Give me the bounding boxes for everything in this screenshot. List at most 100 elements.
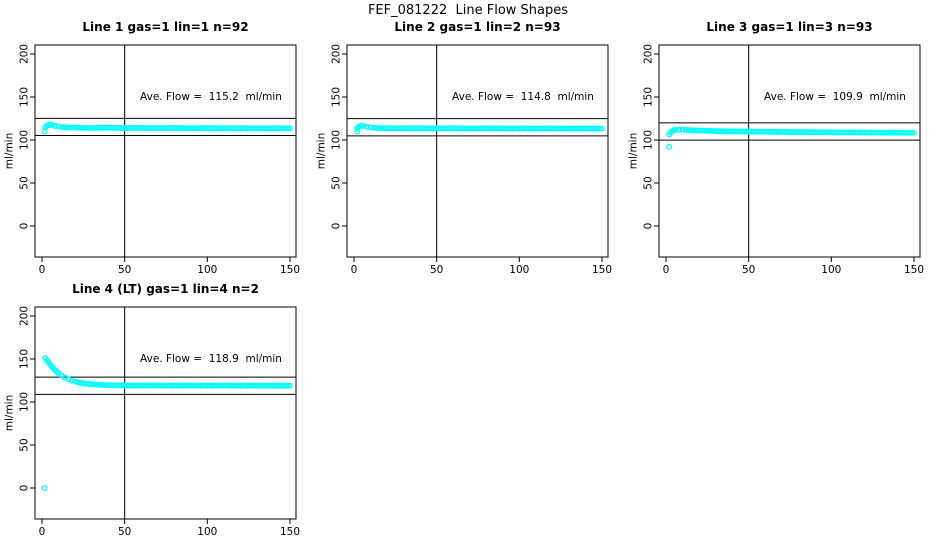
- trace-point: [77, 124, 84, 131]
- panel-title: Line 2 gas=1 lin=2 n=93: [394, 20, 560, 34]
- figure-title: FEF_081222 Line Flow Shapes: [367, 3, 569, 18]
- trace-point: [911, 129, 917, 136]
- trace-point: [52, 122, 59, 129]
- trace-point: [68, 377, 75, 384]
- trace-point: [701, 127, 708, 134]
- isolated-point: [41, 128, 48, 135]
- plot-box: [346, 44, 609, 258]
- trace-point: [360, 123, 367, 130]
- isolated-point: [41, 484, 48, 492]
- y-tick-label: 50: [643, 176, 655, 189]
- y-axis-title: ml/min: [628, 133, 640, 169]
- trace-point: [693, 127, 700, 134]
- trace-point: [698, 127, 705, 134]
- x-tick-label: 50: [118, 526, 131, 538]
- y-tick-label: 100: [331, 130, 343, 150]
- y-tick-label: 200: [19, 306, 31, 326]
- trace-point: [367, 124, 374, 131]
- y-tick-label: 150: [19, 349, 31, 369]
- trace-point: [72, 378, 79, 385]
- y-tick-label: 200: [331, 44, 343, 64]
- y-tick-label: 200: [19, 44, 31, 64]
- y-tick-label: 50: [19, 176, 31, 189]
- ave-flow-label: Ave. Flow = 109.9 ml/min: [764, 91, 906, 103]
- trace-point: [599, 125, 605, 132]
- trace-point: [99, 382, 106, 388]
- y-tick-label: 50: [331, 176, 343, 189]
- x-tick-label: 0: [39, 264, 46, 276]
- y-tick-label: 150: [19, 87, 31, 107]
- y-axis-title: ml/min: [316, 133, 328, 169]
- plot-box: [34, 306, 297, 520]
- y-tick-label: 150: [331, 87, 343, 107]
- x-tick-label: 150: [904, 264, 924, 276]
- trace-point: [672, 126, 679, 133]
- panel-title: Line 3 gas=1 lin=3 n=93: [706, 20, 872, 34]
- y-tick-label: 150: [643, 87, 655, 107]
- trace-point: [94, 381, 101, 388]
- trace-point: [48, 122, 55, 128]
- trace-point: [63, 124, 70, 131]
- x-tick-label: 150: [280, 526, 300, 538]
- trace-point: [284, 382, 291, 389]
- y-tick-label: 0: [331, 223, 343, 230]
- ave-flow-label: Ave. Flow = 114.8 ml/min: [452, 91, 594, 103]
- x-tick-label: 0: [351, 264, 358, 276]
- x-tick-label: 50: [430, 264, 443, 276]
- panel-line-1: 0 50 100 150 0 50 100 150 200 ml/min Line 1 gas=1 …: [4, 20, 301, 276]
- trace-point: [596, 125, 603, 132]
- x-tick-label: 150: [280, 264, 300, 276]
- trace-point: [687, 127, 694, 134]
- trace-point: [61, 124, 68, 131]
- panel-title: Line 1 gas=1 lin=1 n=92: [82, 20, 248, 34]
- trace-point: [696, 127, 703, 134]
- trace-point: [55, 123, 62, 130]
- y-tick-label: 100: [643, 130, 655, 150]
- panel-line-2: 0 50 100 150 0 50 100 150 200 ml/min Line 2 gas=1 …: [316, 20, 613, 276]
- trace-point: [375, 125, 382, 131]
- trace-point: [685, 127, 692, 133]
- x-tick-label: 100: [197, 264, 217, 276]
- x-tick-label: 100: [509, 264, 529, 276]
- trace-point: [690, 127, 697, 134]
- trace-point: [72, 124, 79, 131]
- trace-point: [74, 124, 81, 131]
- trace-point: [69, 124, 76, 131]
- trace-point: [679, 126, 686, 133]
- trace-point: [287, 382, 293, 389]
- ave-flow-label: Ave. Flow = 115.2 ml/min: [140, 91, 282, 103]
- x-tick-label: 100: [821, 264, 841, 276]
- trace-point: [676, 126, 683, 133]
- panel-line-3: 0 50 100 150 0 50 100 150 200 ml/min Line 3 gas=1 …: [628, 20, 925, 276]
- isolated-point: [354, 128, 361, 135]
- y-tick-label: 100: [19, 392, 31, 412]
- trace-point: [96, 381, 103, 388]
- trace-point: [704, 127, 711, 134]
- y-tick-label: 0: [643, 223, 655, 230]
- y-axis-title: ml/min: [4, 395, 16, 431]
- y-tick-label: 200: [643, 44, 655, 64]
- trace-point: [88, 381, 95, 388]
- trace-point: [66, 124, 73, 131]
- x-tick-label: 0: [39, 526, 46, 538]
- trace-point: [707, 127, 714, 134]
- x-tick-label: 0: [663, 264, 670, 276]
- x-tick-label: 50: [118, 264, 131, 276]
- ave-flow-label: Ave. Flow = 118.9 ml/min: [140, 353, 282, 365]
- trace-point: [91, 381, 98, 388]
- trace-point: [373, 124, 380, 131]
- y-tick-label: 50: [19, 438, 31, 451]
- panel-title: Line 4 (LT) gas=1 lin=4 n=2: [72, 282, 259, 296]
- trace-point: [80, 124, 87, 131]
- y-tick-label: 0: [19, 485, 31, 492]
- x-tick-label: 150: [592, 264, 612, 276]
- plot-box: [34, 44, 297, 258]
- panel-line-4: 0 50 100 150 0 50 100 150 200 ml/min Line 4 (LT) g…: [4, 282, 301, 538]
- plot-box: [658, 44, 921, 258]
- isolated-point: [666, 143, 673, 150]
- trace-point: [287, 125, 293, 132]
- y-axis-title: ml/min: [4, 133, 16, 169]
- trace-point: [284, 125, 291, 132]
- trace-point: [83, 124, 90, 131]
